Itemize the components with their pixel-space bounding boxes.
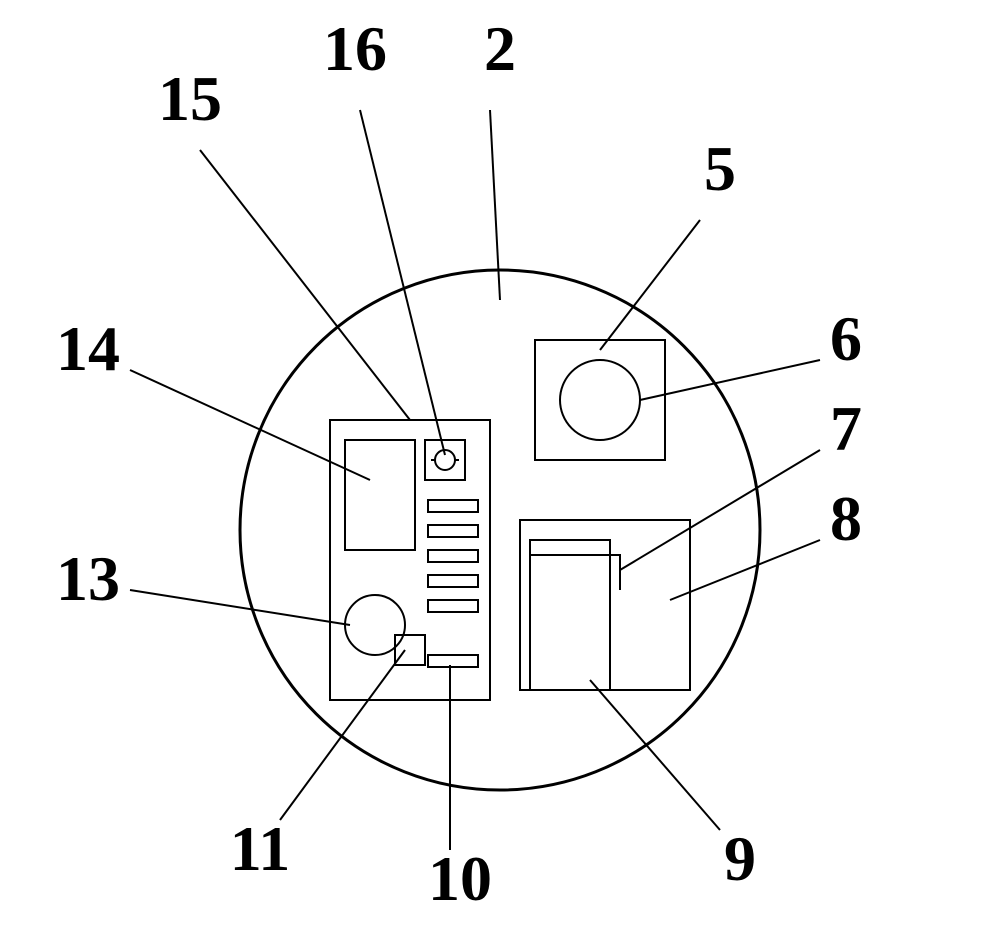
slot [428,575,478,587]
label-9: 9 [724,823,756,894]
label-7: 7 [830,393,862,464]
label-2: 2 [484,13,516,84]
connector-7 [530,555,620,590]
label-8: 8 [830,483,862,554]
leader-13 [130,590,350,625]
label-6: 6 [830,303,862,374]
leader-11 [280,650,405,820]
label-5: 5 [704,133,736,204]
label-16: 16 [323,13,387,84]
main-circle [240,270,760,790]
box-8 [520,520,690,690]
label-13: 13 [56,543,120,614]
slot [428,525,478,537]
slot [428,655,478,667]
label-11: 11 [230,813,290,884]
slot [428,550,478,562]
leader-9 [590,680,720,830]
circle-6 [560,360,640,440]
leader-5 [600,220,700,350]
leader-15 [200,150,410,420]
leader-6 [640,360,820,400]
slot [428,500,478,512]
box-11 [395,635,425,665]
box-5 [535,340,665,460]
box-9 [530,540,610,690]
label-14: 14 [56,313,120,384]
display-14 [345,440,415,550]
leader-8 [670,540,820,600]
label-10: 10 [428,843,492,914]
label-15: 15 [158,63,222,134]
slot [428,600,478,612]
leader-16 [360,110,445,455]
